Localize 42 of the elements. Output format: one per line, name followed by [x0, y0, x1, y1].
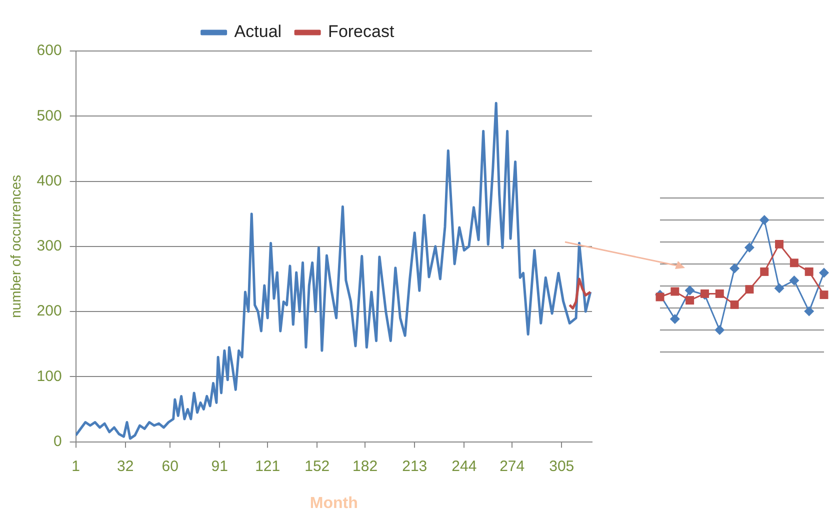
y-tick-label: 100	[36, 368, 62, 385]
legend-label: Forecast	[328, 22, 394, 42]
point	[759, 215, 770, 225]
x-tick-label: 152	[304, 458, 330, 475]
point	[760, 267, 769, 276]
x-tick-label: 60	[162, 458, 178, 475]
legend-label: Actual	[234, 22, 282, 42]
x-tick-label: 91	[211, 458, 228, 475]
y-tick-label: 200	[36, 302, 62, 320]
point	[775, 240, 784, 248]
point	[820, 290, 828, 300]
point	[730, 300, 739, 309]
point	[819, 268, 829, 278]
y-tick-label: 500	[36, 107, 62, 124]
y-tick-label: 600	[36, 42, 62, 60]
y-axis-title: number of occurrences	[7, 174, 24, 318]
point	[744, 242, 754, 252]
point	[715, 289, 724, 298]
point	[790, 258, 798, 268]
y-tick-label: 300	[36, 238, 62, 255]
point	[684, 285, 695, 296]
point	[774, 283, 784, 294]
point	[670, 314, 680, 324]
x-tick-label: 244	[452, 458, 477, 475]
point	[730, 263, 740, 274]
point	[670, 287, 680, 296]
point	[804, 306, 814, 316]
x-tick-label: 213	[402, 458, 428, 475]
point	[804, 267, 814, 276]
x-tick-label: 1	[72, 458, 80, 475]
x-tick-label: 182	[352, 458, 378, 475]
point	[714, 325, 725, 335]
point	[745, 285, 754, 294]
y-tick-label: 400	[36, 172, 62, 190]
x-tick-label: 274	[500, 458, 525, 475]
y-tick-label: 0	[53, 432, 62, 450]
x-axis-title: Month	[310, 494, 358, 512]
point	[686, 296, 694, 305]
x-tick-label: 305	[549, 458, 574, 475]
x-tick-label: 121	[255, 458, 280, 475]
x-tick-label: 32	[117, 458, 134, 475]
point	[789, 276, 800, 286]
